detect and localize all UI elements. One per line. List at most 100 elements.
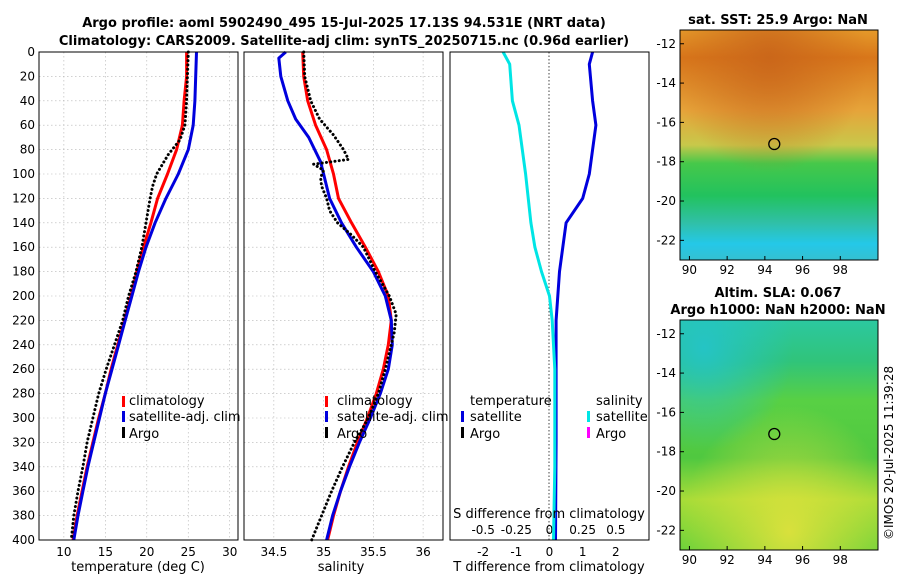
map-y-tick-label: -14: [656, 366, 676, 380]
x-tick-label: 36: [415, 545, 430, 559]
series-line-satellite-adj-clim: [72, 51, 198, 541]
depth-tick-label: 300: [12, 411, 35, 425]
salinity-tick-labels: 34.5 35 35.5 36: [260, 545, 430, 559]
sla-map-frame: [679, 319, 879, 551]
depth-tick-label: 260: [12, 362, 35, 376]
legend-climatology-label: climatology: [129, 394, 205, 409]
legend-satellite-marker: [325, 411, 328, 422]
series-line-satellite-adj-clim: [277, 50, 394, 541]
legend-satellite-marker: [122, 411, 125, 422]
depth-tick-label: 120: [12, 191, 35, 205]
legend-climatology-marker: [122, 396, 125, 407]
x-tick-label: 35.5: [360, 545, 387, 559]
legend-t-argo-label: Argo: [470, 427, 500, 442]
x-tick-label: 0: [546, 545, 554, 559]
depth-tick-label: 200: [12, 289, 35, 303]
temperature-panel: 0 20 40 60 80 100 120 140 160 180 200 220 240 260 280 3…: [12, 45, 241, 575]
temperature-series: [69, 50, 198, 542]
map-x-tick-label: 96: [795, 263, 810, 277]
difference-legend: temperature satellite Argo salinity sate…: [461, 394, 648, 442]
series-line-argo: [69, 50, 190, 542]
x-tick-label: 10: [56, 545, 71, 559]
map-y-tick-label: -18: [656, 155, 676, 169]
series-line-satellite-temperature-: [554, 51, 598, 541]
legend-s-argo-marker: [587, 427, 590, 438]
t-difference-tick-labels: -2 -1 0 1 2: [477, 545, 619, 559]
x-tick-label: 34.5: [260, 545, 287, 559]
salinity-grid: [244, 51, 443, 541]
legend-climatology-label: climatology: [337, 394, 413, 409]
depth-tick-label: 160: [12, 240, 35, 254]
x-tick-label: 30: [222, 545, 237, 559]
x-tick-label: 15: [98, 545, 113, 559]
depth-tick-label: 140: [12, 216, 35, 230]
imos-watermark: ©IMOS 20-Jul-2025 11:39:28: [882, 366, 896, 540]
depth-tick-label: 0: [27, 45, 35, 59]
salinity-legend: climatology satellite-adj. clim Argo: [325, 394, 449, 442]
depth-tick-label: 360: [12, 484, 35, 498]
argo-position-marker: [768, 137, 781, 151]
sst-map-ticks: 90 92 94 96 98 -12 -14 -16 -18 -20 -22: [656, 37, 848, 277]
depth-tick-label: 320: [12, 435, 35, 449]
x-tick-label: 2: [612, 545, 620, 559]
difference-frame: [449, 51, 650, 541]
legend-argo-label: Argo: [337, 427, 367, 442]
legend-argo-marker: [122, 427, 125, 438]
map-x-tick-label: 98: [833, 263, 848, 277]
legend-s-argo-label: Argo: [596, 427, 626, 442]
map-y-tick-label: -22: [656, 233, 676, 247]
legend-t-satellite-marker: [461, 411, 464, 422]
figure-title-line1: Argo profile: aoml 5902490_495 15-Jul-20…: [82, 16, 606, 31]
depth-tick-label: 180: [12, 265, 35, 279]
legend-argo-label: Argo: [129, 427, 159, 442]
temperature-xlabel: temperature (deg C): [71, 560, 205, 575]
legend-temperature-header: temperature: [470, 394, 552, 409]
depth-tick-label: 100: [12, 167, 35, 181]
map-x-tick-label: 94: [757, 263, 772, 277]
salinity-frame: [243, 51, 444, 541]
salinity-xlabel: salinity: [318, 560, 365, 575]
figure-title-line2: Climatology: CARS2009. Satellite-adj cli…: [59, 34, 629, 49]
top-tick-label: 0.25: [569, 523, 596, 537]
argo-position-marker: [768, 427, 781, 441]
s-difference-tick-labels: -0.5 -0.25 0 0.25 0.5: [471, 523, 625, 537]
t-difference-label: T difference from climatology: [452, 560, 645, 575]
legend-t-satellite-label: satellite: [470, 410, 522, 425]
series-line-argo: [302, 50, 398, 542]
depth-tick-label: 20: [20, 69, 35, 83]
sla-map-title-line2: Argo h1000: NaN h2000: NaN: [670, 303, 885, 318]
map-x-tick-label: 94: [757, 553, 772, 567]
temperature-tick-labels: 10 15 20 25 30: [56, 545, 237, 559]
legend-s-satellite-marker: [587, 411, 590, 422]
salinity-panel: 34.5 35 35.5 36 salinity climatology satell…: [243, 50, 449, 575]
s-difference-label: S difference from climatology: [453, 507, 645, 522]
temperature-legend: climatology satellite-adj. clim Argo: [122, 394, 241, 442]
depth-tick-label: 220: [12, 313, 35, 327]
series-line-climatology: [301, 51, 393, 541]
map-y-tick-label: -20: [656, 194, 676, 208]
legend-s-satellite-label: satellite: [596, 410, 648, 425]
sst-map-frame: [679, 29, 879, 261]
map-y-tick-label: -14: [656, 76, 676, 90]
legend-climatology-marker: [325, 396, 328, 407]
depth-tick-label: 380: [12, 509, 35, 523]
legend-t-argo-marker: [461, 427, 464, 438]
x-tick-label: 20: [139, 545, 154, 559]
sla-map-ticks: 90 92 94 96 98 -12 -14 -16 -18 -20 -22: [656, 327, 848, 567]
depth-tick-label: 400: [12, 533, 35, 547]
x-tick-label: -2: [477, 545, 489, 559]
top-tick-label: 0: [546, 523, 554, 537]
top-tick-label: -0.5: [471, 523, 494, 537]
difference-series: [501, 51, 598, 541]
map-y-tick-label: -18: [656, 445, 676, 459]
map-x-tick-label: 92: [720, 553, 735, 567]
top-tick-label: 0.5: [606, 523, 625, 537]
depth-tick-label: 340: [12, 460, 35, 474]
salinity-series: [277, 50, 398, 542]
series-line-climatology: [71, 52, 189, 541]
legend-satellite-label: satellite-adj. clim: [337, 410, 449, 425]
map-y-tick-label: -22: [656, 523, 676, 537]
map-x-tick-label: 90: [682, 553, 697, 567]
map-y-tick-label: -20: [656, 484, 676, 498]
